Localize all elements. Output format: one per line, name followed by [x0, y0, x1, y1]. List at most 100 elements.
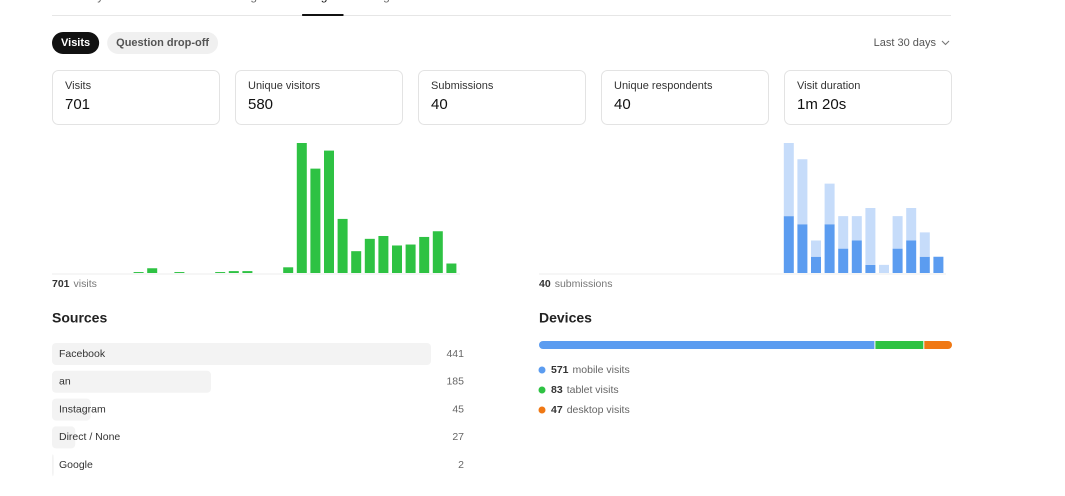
visit-bar	[296, 143, 307, 273]
source-row[interactable]: Direct / None 27	[52, 426, 464, 449]
visit-bar	[215, 272, 226, 273]
stat-card	[235, 70, 403, 125]
visit-bar	[432, 231, 443, 273]
submission-bar-segment	[851, 216, 862, 241]
legend-dot	[538, 406, 546, 414]
source-row[interactable]: Instagram 45	[52, 398, 464, 421]
visit-bar	[351, 251, 362, 273]
nav-tab[interactable]: Summary	[52, 0, 103, 3]
caption-unit: visits	[74, 278, 97, 290]
source-value: 2	[458, 459, 464, 471]
chart-caption: 40 submissions	[539, 278, 612, 290]
nav-tab[interactable]: Settings	[352, 0, 395, 3]
stat-label: Submissions	[431, 80, 494, 92]
device-bar	[539, 341, 952, 349]
visit-bar	[283, 267, 294, 273]
legend-entry: 47 desktop visits	[551, 404, 630, 416]
submission-bar-segment	[865, 208, 876, 265]
submission-bar-segment	[851, 240, 862, 273]
submission-bar-segment	[811, 256, 821, 273]
toggle-pill[interactable]: Visits	[52, 32, 100, 54]
source-label: Direct / None	[59, 431, 120, 443]
visit-bar	[242, 271, 253, 273]
submission-bar-segment	[783, 216, 794, 273]
visit-bar	[419, 236, 430, 273]
visit-bar	[324, 150, 334, 273]
pill-bg	[52, 32, 100, 54]
submission-bar-segment	[919, 256, 930, 273]
stat-label: Visit duration	[797, 80, 860, 92]
pill-label[interactable]: Visits	[61, 37, 90, 49]
submission-bar-segment	[892, 216, 903, 249]
visit-bar	[310, 168, 321, 273]
legend-entry: 571 mobile visits	[551, 364, 630, 376]
nav-tab[interactable]: Insights	[302, 0, 343, 3]
submission-bar-segment	[919, 232, 930, 257]
stat-value: 1m 20s	[797, 96, 846, 113]
visit-bar	[337, 218, 348, 273]
legend-entry: 83 tablet visits	[551, 384, 619, 396]
submission-bar-segment	[838, 216, 849, 249]
legend-dot	[538, 366, 546, 374]
visit-bar	[147, 268, 158, 273]
stat-label: Unique respondents	[614, 80, 713, 92]
caption-total: 40	[539, 278, 551, 290]
toggle-pill[interactable]: Question drop-off	[107, 32, 219, 54]
submission-bar-segment	[865, 264, 876, 273]
source-label: an	[59, 376, 71, 388]
section-title: Devices	[539, 310, 592, 326]
pill-label[interactable]: Question drop-off	[116, 37, 209, 49]
submission-bar-segment	[811, 240, 821, 257]
source-bar	[52, 370, 211, 393]
visit-bar	[133, 272, 144, 273]
date-range[interactable]: Last 30 days	[874, 37, 937, 49]
legend-name: desktop visits	[567, 404, 630, 416]
stat-value: 580	[248, 96, 273, 113]
section-title: Sources	[52, 310, 107, 326]
source-bar	[52, 343, 431, 365]
submission-bar-segment	[906, 240, 917, 273]
legend-name: mobile visits	[573, 364, 630, 376]
submission-bar-segment	[892, 248, 903, 273]
visit-bar	[378, 235, 389, 273]
legend-value: 83	[551, 384, 563, 396]
source-label: Google	[59, 459, 93, 471]
device-segment	[875, 341, 924, 349]
submission-bar-segment	[797, 224, 808, 273]
pill-bg	[107, 32, 219, 54]
device-segment	[924, 341, 952, 349]
source-bar	[52, 454, 54, 477]
submission-bar-segment	[824, 224, 835, 273]
visit-bar	[364, 238, 375, 273]
stat-card	[418, 70, 586, 125]
source-label: Instagram	[59, 403, 106, 415]
visit-bar	[392, 245, 402, 273]
stat-card	[52, 70, 220, 125]
stat-value: 40	[614, 96, 631, 113]
nav-tab[interactable]: Submissions	[112, 0, 180, 3]
submission-bar-segment	[824, 183, 835, 225]
source-label: Facebook	[59, 348, 106, 360]
source-row[interactable]: Google 2	[52, 454, 464, 477]
submission-bar-segment	[838, 248, 849, 273]
chevron-icon[interactable]	[941, 40, 950, 46]
visit-bar	[228, 271, 239, 273]
stat-value: 40	[431, 96, 448, 113]
visit-bar	[446, 263, 457, 273]
submission-bar-segment	[933, 256, 944, 273]
source-bar	[52, 426, 76, 449]
legend-value: 571	[551, 364, 569, 376]
chart-caption: 701 visits	[52, 278, 97, 290]
device-segment	[539, 341, 875, 349]
source-row[interactable]: Facebook 441	[52, 343, 464, 365]
submission-bar-segment	[783, 143, 794, 217]
nav-tab[interactable]: Share	[189, 0, 221, 3]
stat-value: 701	[65, 96, 90, 113]
source-row[interactable]: an 185	[52, 370, 464, 393]
submission-bar-segment	[906, 208, 917, 241]
caption-total: 701	[52, 278, 70, 290]
nav-tab[interactable]: Integrations	[230, 0, 293, 3]
legend-name: tablet visits	[567, 384, 619, 396]
